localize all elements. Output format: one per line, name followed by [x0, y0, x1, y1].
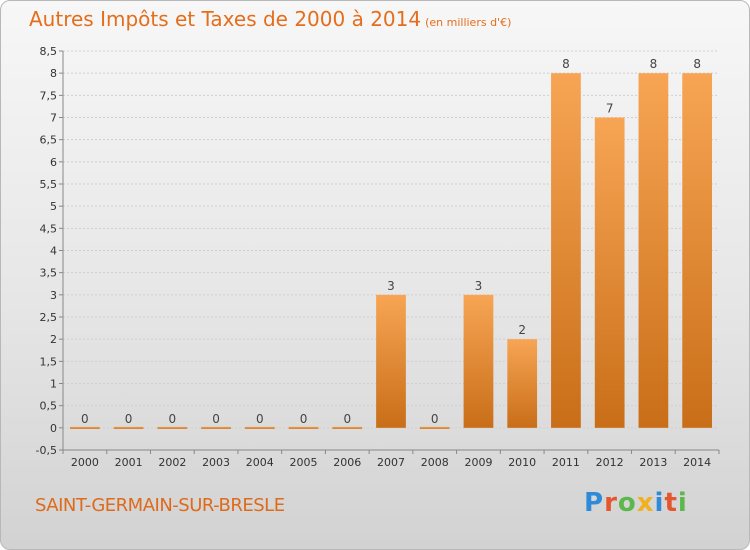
logo-letter: i	[677, 488, 688, 518]
data-label-2004: 0	[256, 412, 264, 426]
y-tick-label: 8	[50, 67, 57, 80]
data-label-2000: 0	[81, 412, 89, 426]
data-label-2010: 2	[518, 323, 526, 337]
chart-title: Autres Impôts et Taxes de 2000 à 2014 (en…	[29, 7, 511, 31]
x-tick-label-2005: 2005	[290, 456, 318, 469]
x-tick-label-2000: 2000	[71, 456, 99, 469]
axes: -0,5 0 0,5 1 1,5 2 2,5 3 3,5 4 4,5 5 5,5 6 6,5 7 7,5 8 8,5…	[36, 45, 720, 469]
data-label-2005: 0	[300, 412, 308, 426]
bar-2005	[288, 426, 319, 429]
y-tick-label: 2	[50, 333, 57, 346]
bar-2009	[463, 294, 494, 428]
y-tick-label: 4	[50, 245, 57, 258]
y-tick-label: 0	[50, 422, 57, 435]
y-tick-label: 8,5	[40, 45, 58, 58]
x-tick-label-2012: 2012	[596, 456, 624, 469]
y-tick-label: 6	[50, 156, 57, 169]
data-label-2008: 0	[431, 412, 439, 426]
data-label-2002: 0	[169, 412, 177, 426]
bar-2004	[244, 426, 275, 429]
x-tick-label-2006: 2006	[333, 456, 361, 469]
x-tick-label-2001: 2001	[115, 456, 143, 469]
bar-2000	[69, 426, 100, 429]
logo-letter: x	[636, 488, 655, 518]
bar-2008	[419, 426, 450, 429]
bar-2003	[201, 426, 231, 429]
chart-unit: (en milliers d'€)	[425, 16, 512, 29]
y-tick-label: 0,5	[40, 400, 58, 413]
x-tick-label-2014: 2014	[683, 456, 711, 469]
data-label-2006: 0	[343, 412, 351, 426]
bar-2002	[157, 426, 188, 429]
x-tick-label-2011: 2011	[552, 456, 580, 469]
bars	[69, 73, 713, 429]
chart-title-text: Autres Impôts et Taxes de 2000 à 2014	[29, 7, 422, 31]
data-label-2011: 8	[562, 57, 570, 71]
x-tick-label-2013: 2013	[639, 456, 667, 469]
y-tick-label: 1,5	[40, 355, 58, 368]
y-tick-label: 7	[50, 112, 57, 125]
bar-2014	[682, 73, 713, 428]
x-tick-label-2007: 2007	[377, 456, 405, 469]
y-tick-label: 2,5	[40, 311, 58, 324]
bar-2007	[376, 294, 406, 428]
logo-letter: i	[654, 488, 665, 518]
x-tick-label-2004: 2004	[246, 456, 274, 469]
x-tick-label-2003: 2003	[202, 456, 230, 469]
y-tick-label: 6,5	[40, 134, 58, 147]
y-tick-label: 5	[50, 200, 57, 213]
bar-2012	[594, 117, 625, 428]
y-tick-label: 1	[50, 378, 57, 391]
y-tick-label: 4,5	[40, 222, 58, 235]
logo-letter: r	[604, 488, 618, 518]
y-tick-label: 3	[50, 289, 57, 302]
data-label-2001: 0	[125, 412, 133, 426]
bar-2010	[507, 339, 538, 428]
x-tick-label-2002: 2002	[158, 456, 186, 469]
commune-name: SAINT-GERMAIN-SUR-BRESLE	[35, 495, 285, 516]
y-tick-label: 5,5	[40, 178, 58, 191]
data-label-2009: 3	[475, 279, 483, 293]
x-tick-label-2008: 2008	[421, 456, 449, 469]
data-label-2012: 7	[606, 102, 614, 116]
x-tick-label-2009: 2009	[464, 456, 492, 469]
y-tick-label: -0,5	[36, 444, 57, 457]
y-tick-label: 7,5	[40, 89, 58, 102]
bar-2001	[113, 426, 144, 429]
y-tick-label: 3,5	[40, 267, 58, 280]
logo-letter: P	[584, 488, 605, 518]
x-tick-label-2010: 2010	[508, 456, 536, 469]
data-label-2003: 0	[212, 412, 220, 426]
logo-letter: o	[617, 488, 637, 518]
logo-letter: t	[664, 488, 678, 518]
data-label-2007: 3	[387, 279, 395, 293]
proxiti-logo: Proxiti	[584, 488, 688, 518]
data-label-2013: 8	[650, 57, 658, 71]
bar-2013	[638, 73, 669, 428]
bar-2006	[332, 426, 363, 429]
data-labels: 0 0 0 0 0 0 0 3 0 3 2 8 7 8 8	[81, 57, 701, 426]
data-label-2014: 8	[693, 57, 701, 71]
bar-2011	[551, 73, 581, 428]
